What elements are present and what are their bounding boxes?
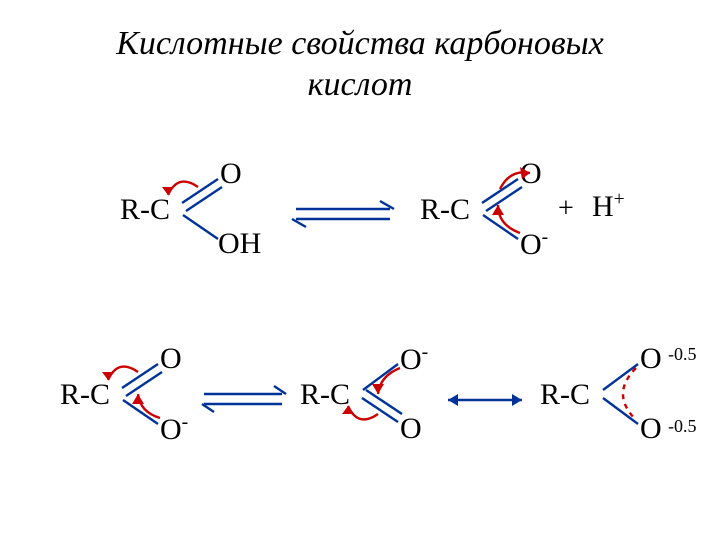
mol-rcoo-1: R-C O O- — [420, 165, 540, 265]
mol-a: R-C O O- — [60, 350, 180, 450]
resonance-arrow — [440, 390, 530, 410]
resonance-arrow-icon — [168, 182, 198, 195]
plus-sign: + — [558, 193, 574, 225]
h-plus: H+ — [592, 189, 625, 224]
mol-b: R-C O- O — [300, 350, 420, 450]
delocalization-arc — [623, 368, 636, 420]
bond-single — [183, 215, 218, 239]
page-title: Кислотные свойства карбоновых кислот — [0, 0, 720, 106]
mol-rcooh: R-C O OH — [120, 165, 240, 265]
title-line2: кислот — [0, 65, 720, 106]
title-line1: Кислотные свойства карбоновых — [0, 24, 720, 65]
equilibrium-1 — [290, 195, 400, 235]
bond-double-2 — [186, 187, 222, 211]
equilibrium-2a — [200, 380, 290, 420]
mol-c: R-C O O -0.5 -0.5 — [540, 350, 690, 450]
